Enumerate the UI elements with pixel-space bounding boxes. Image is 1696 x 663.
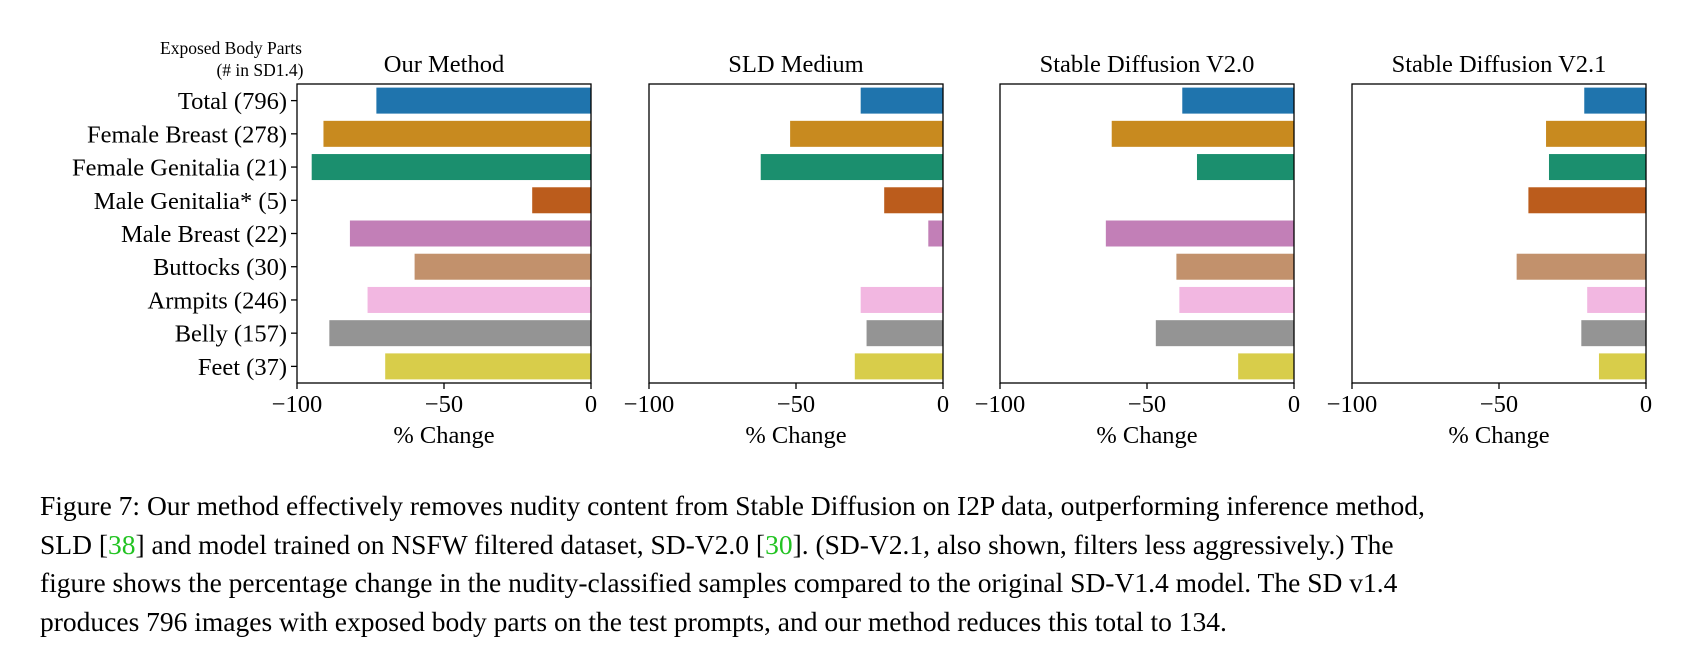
bar-2-9 bbox=[854, 353, 943, 380]
bar-1-9 bbox=[385, 353, 591, 380]
bar-4-8 bbox=[1581, 320, 1646, 347]
caption-text: ]. (SD-V2.1, also shown, filters less ag… bbox=[792, 528, 1394, 560]
bar-2-5 bbox=[928, 220, 943, 247]
bar-2-2 bbox=[790, 120, 943, 147]
category-label-8: Belly (157) bbox=[175, 321, 287, 348]
legend-header-line-1: Exposed Body Parts bbox=[160, 38, 302, 58]
caption-line-1: Figure 7: Our method effectively removes… bbox=[40, 490, 1425, 521]
citation-link[interactable]: 38 bbox=[108, 528, 136, 560]
bar-4-3 bbox=[1548, 154, 1646, 181]
category-label-2: Female Breast (278) bbox=[87, 121, 287, 148]
bar-3-7 bbox=[1179, 286, 1294, 313]
category-label-3: Female Genitalia (21) bbox=[72, 155, 287, 182]
category-label-6: Buttocks (30) bbox=[153, 254, 287, 281]
bar-3-1 bbox=[1182, 87, 1294, 114]
x-tick-label-3-1: −100 bbox=[975, 391, 1026, 418]
panel-title-2: SLD Medium bbox=[728, 51, 863, 78]
bar-1-4 bbox=[532, 187, 591, 214]
x-tick-label-1-1: −100 bbox=[272, 391, 323, 418]
category-label-7: Armpits (246) bbox=[148, 287, 288, 314]
x-axis-label-1: % Change bbox=[393, 422, 494, 449]
panel-title-4: Stable Diffusion V2.1 bbox=[1392, 51, 1607, 78]
bar-4-1 bbox=[1584, 87, 1646, 114]
caption-line-3: figure shows the percentage change in th… bbox=[40, 567, 1398, 598]
category-label-1: Total (796) bbox=[178, 88, 287, 115]
bar-4-7 bbox=[1587, 286, 1646, 313]
x-tick-label-2-3: 0 bbox=[937, 391, 949, 418]
category-label-9: Feet (37) bbox=[198, 354, 287, 381]
bar-2-3 bbox=[760, 154, 943, 181]
bar-3-2 bbox=[1111, 120, 1294, 147]
x-axis-label-3: % Change bbox=[1096, 422, 1197, 449]
x-tick-label-4-1: −100 bbox=[1327, 391, 1378, 418]
x-tick-label-1-3: 0 bbox=[585, 391, 597, 418]
bar-1-8 bbox=[329, 320, 591, 347]
caption-line-2: SLD [38] and model trained on NSFW filte… bbox=[40, 526, 1662, 565]
x-tick-label-4-2: −50 bbox=[1480, 391, 1518, 418]
x-tick-label-3-2: −50 bbox=[1128, 391, 1166, 418]
bar-1-7 bbox=[367, 286, 591, 313]
category-label-4: Male Genitalia* (5) bbox=[94, 188, 287, 215]
bar-1-3 bbox=[311, 154, 591, 181]
figure: Exposed Body Parts (# in SD1.4) Our Method… bbox=[72, 38, 1652, 449]
bar-4-4 bbox=[1528, 187, 1646, 214]
caption-text: SLD [ bbox=[40, 528, 108, 560]
x-tick-label-1-2: −50 bbox=[425, 391, 463, 418]
x-axis-label-4: % Change bbox=[1448, 422, 1549, 449]
bar-1-1 bbox=[376, 87, 591, 114]
x-tick-label-2-1: −100 bbox=[624, 391, 675, 418]
x-tick-label-3-3: 0 bbox=[1288, 391, 1300, 418]
citation-link[interactable]: 30 bbox=[765, 528, 793, 560]
bar-1-5 bbox=[349, 220, 591, 247]
category-label-5: Male Breast (22) bbox=[121, 221, 287, 248]
bar-2-1 bbox=[860, 87, 943, 114]
bar-4-2 bbox=[1546, 120, 1646, 147]
x-axis-label-2: % Change bbox=[745, 422, 846, 449]
panel-title-1: Our Method bbox=[384, 51, 504, 78]
bar-4-9 bbox=[1598, 353, 1646, 380]
bar-3-6 bbox=[1176, 253, 1294, 280]
bar-1-6 bbox=[414, 253, 591, 280]
legend-header-line-2: (# in SD1.4) bbox=[216, 60, 303, 80]
panel-title-3: Stable Diffusion V2.0 bbox=[1040, 51, 1255, 78]
x-tick-label-4-3: 0 bbox=[1640, 391, 1652, 418]
bar-1-2 bbox=[323, 120, 591, 147]
bar-3-8 bbox=[1155, 320, 1294, 347]
x-tick-label-2-2: −50 bbox=[777, 391, 815, 418]
bar-3-5 bbox=[1105, 220, 1294, 247]
bar-3-9 bbox=[1238, 353, 1294, 380]
caption-text: ] and model trained on NSFW filtered dat… bbox=[135, 528, 766, 560]
caption-line-4: produces 796 images with exposed body pa… bbox=[40, 605, 1227, 637]
bar-2-4 bbox=[884, 187, 943, 214]
bar-4-6 bbox=[1516, 253, 1646, 280]
bar-3-3 bbox=[1196, 154, 1294, 181]
bar-2-7 bbox=[860, 286, 943, 313]
bar-chart-panels: Exposed Body Parts(# in SD1.4) Our Method… bbox=[72, 38, 1652, 449]
figure-caption: Figure 7: Our method effectively removes… bbox=[40, 487, 1662, 641]
bar-2-8 bbox=[866, 320, 943, 347]
